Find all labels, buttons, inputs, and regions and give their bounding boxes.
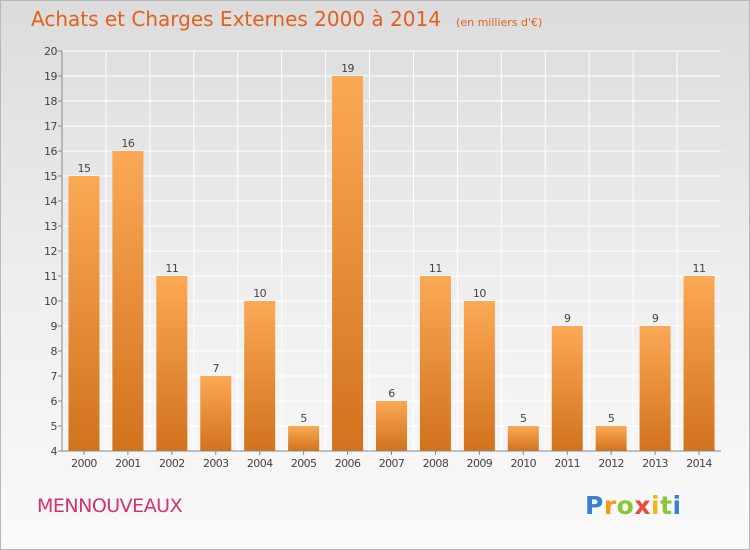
bar	[112, 151, 144, 451]
y-tick-label: 13	[44, 220, 57, 233]
bar	[419, 276, 451, 451]
commune-name: MENNOUVEAUX	[37, 495, 183, 517]
x-tick-label: 2001	[115, 457, 141, 470]
data-label: 15	[77, 162, 90, 175]
y-tick-label: 12	[44, 245, 57, 258]
bar	[288, 426, 320, 451]
y-tick-label: 9	[51, 320, 58, 333]
bar	[332, 76, 364, 451]
y-tick-label: 10	[44, 295, 57, 308]
chart-title: Achats et Charges Externes 2000 à 2014	[31, 7, 441, 31]
y-tick-label: 6	[51, 395, 58, 408]
x-axis: 2000 2001 2002 2003 2004 2005 2006 2007 2008 2009…	[62, 450, 721, 470]
bars: 15 16 11 7 10 5 19 6 11 10 5 9 5 9 11	[68, 62, 715, 451]
y-tick-label: 15	[44, 170, 57, 183]
data-label: 11	[165, 262, 178, 275]
title-line: Achats et Charges Externes 2000 à 2014 (…	[31, 7, 542, 31]
data-label: 10	[253, 287, 266, 300]
y-tick-label: 11	[44, 270, 57, 283]
logo-letter: o	[616, 491, 635, 520]
y-tick-label: 8	[51, 345, 58, 358]
bar	[639, 326, 671, 451]
y-tick-label: 14	[44, 195, 57, 208]
y-tick-label: 18	[44, 95, 57, 108]
y-tick-label: 7	[51, 370, 58, 383]
x-tick-label: 2011	[554, 457, 580, 470]
bar	[463, 301, 495, 451]
y-axis: 4 5 6 7 8 9 10 11 12 13 14 15 16 17 18 19 20	[44, 45, 63, 458]
logo-letter: r	[603, 491, 617, 520]
data-label: 16	[121, 137, 134, 150]
bar	[156, 276, 188, 451]
logo-letter: t	[660, 491, 673, 520]
bar	[507, 426, 539, 451]
x-tick-label: 2005	[291, 457, 317, 470]
x-tick-label: 2003	[203, 457, 229, 470]
data-label: 11	[693, 262, 706, 275]
bar	[244, 301, 276, 451]
bar	[68, 176, 100, 451]
logo-letter: P	[585, 491, 604, 520]
bar	[595, 426, 627, 451]
x-tick-label: 2010	[510, 457, 536, 470]
data-label: 10	[473, 287, 486, 300]
x-tick-label: 2000	[71, 457, 97, 470]
proxiti-logo: Proxiti	[585, 491, 682, 520]
bar	[551, 326, 583, 451]
data-label: 9	[652, 312, 659, 325]
data-label: 5	[300, 412, 307, 425]
bar	[200, 376, 232, 451]
bar	[683, 276, 715, 451]
data-label: 5	[520, 412, 527, 425]
y-tick-label: 16	[44, 145, 57, 158]
data-label: 6	[388, 387, 395, 400]
data-label: 7	[213, 362, 220, 375]
x-tick-label: 2004	[247, 457, 273, 470]
x-tick-label: 2007	[379, 457, 405, 470]
bar	[376, 401, 407, 451]
logo-letter: i	[672, 491, 682, 520]
data-label: 9	[564, 312, 571, 325]
logo-letter: x	[634, 491, 651, 520]
x-tick-label: 2013	[642, 457, 668, 470]
x-tick-label: 2014	[686, 457, 712, 470]
x-tick-label: 2002	[159, 457, 185, 470]
x-tick-label: 2009	[467, 457, 493, 470]
y-tick-label: 5	[51, 420, 58, 433]
y-tick-label: 4	[51, 445, 58, 458]
logo-letter: i	[651, 491, 661, 520]
data-label: 5	[608, 412, 615, 425]
chart-subtitle: (en milliers d'€)	[456, 16, 543, 29]
data-label: 19	[341, 62, 354, 75]
y-tick-label: 17	[44, 120, 57, 133]
x-tick-label: 2012	[598, 457, 624, 470]
x-tick-label: 2006	[335, 457, 361, 470]
y-tick-label: 20	[44, 45, 57, 58]
x-tick-label: 2008	[423, 457, 449, 470]
y-tick-label: 19	[44, 70, 57, 83]
data-label: 11	[429, 262, 442, 275]
